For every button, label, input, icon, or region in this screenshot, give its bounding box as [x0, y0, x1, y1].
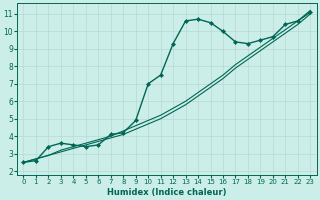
- X-axis label: Humidex (Indice chaleur): Humidex (Indice chaleur): [107, 188, 227, 197]
